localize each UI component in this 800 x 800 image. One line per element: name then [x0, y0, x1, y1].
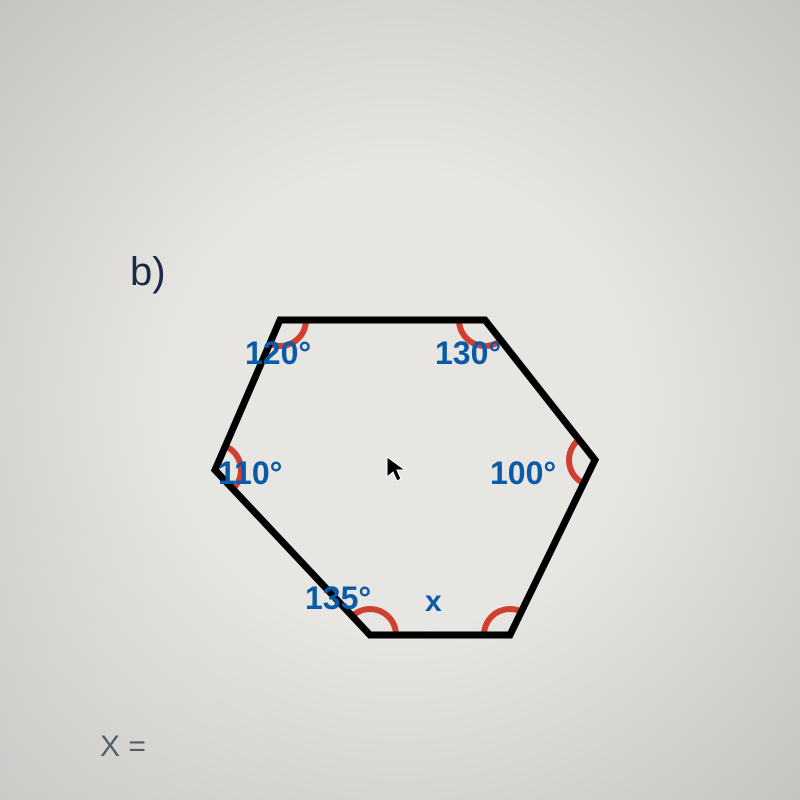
angle-label-x: x	[425, 585, 442, 619]
question-label: b)	[130, 250, 166, 295]
angle-label-130: 130°	[435, 335, 501, 372]
angle-label-110: 110°	[218, 455, 282, 492]
angle-label-100: 100°	[490, 455, 556, 492]
answer-prompt: X =	[100, 730, 146, 764]
angle-label-120: 120°	[245, 335, 311, 372]
mouse-cursor-icon	[385, 455, 407, 490]
angle-label-135: 135°	[305, 580, 371, 617]
